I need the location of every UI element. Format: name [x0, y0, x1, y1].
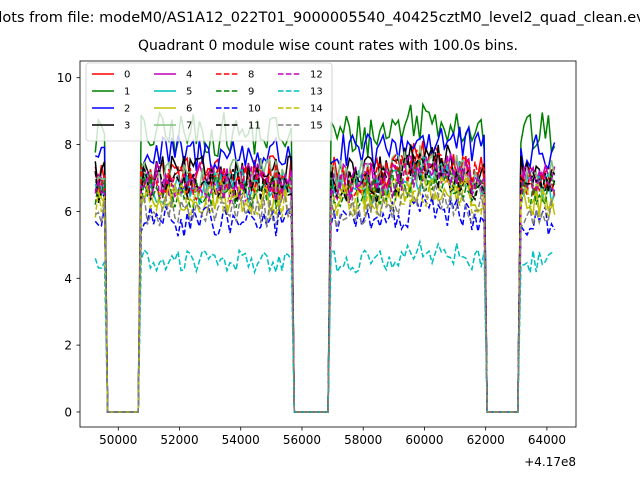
legend-label-8: 8 [248, 70, 254, 81]
x-tick-label: 52000 [160, 433, 198, 447]
legend-label-3: 3 [124, 121, 130, 132]
series-line-15 [94, 183, 556, 413]
axes: 50000 52000 54000 56000 58000 60000 62000 64000… [57, 60, 577, 447]
legend-label-5: 5 [186, 87, 192, 98]
legend-label-13: 13 [310, 87, 323, 98]
legend-label-11: 11 [248, 121, 261, 132]
legend-label-0: 0 [124, 70, 130, 81]
legend-label-7: 7 [186, 121, 192, 132]
legend-label-14: 14 [310, 104, 323, 115]
figure-suptitle: Plots from file: modeM0/AS1A12_022T01_90… [0, 10, 640, 26]
x-tick-label: 62000 [467, 433, 505, 447]
legend-label-12: 12 [310, 70, 323, 81]
plot-area [94, 101, 556, 413]
x-tick-label: 50000 [99, 433, 137, 447]
axes-frame [79, 60, 577, 428]
legend-label-1: 1 [124, 87, 130, 98]
y-tick-label: 8 [64, 138, 72, 152]
y-tick-label: 0 [64, 405, 72, 419]
legend-label-2: 2 [124, 104, 130, 115]
x-tick-label: 56000 [283, 433, 321, 447]
legend-box [85, 62, 333, 142]
y-tick-label: 6 [64, 205, 72, 219]
x-tick-label: 64000 [528, 433, 566, 447]
chart-title: Quadrant 0 module wise count rates with … [138, 38, 518, 54]
legend-label-6: 6 [186, 104, 192, 115]
legend-label-10: 10 [248, 104, 261, 115]
x-offset-label: +4.17e8 [524, 455, 576, 469]
x-tick-label: 54000 [222, 433, 260, 447]
y-tick-label: 2 [64, 339, 72, 353]
legend-label-9: 9 [248, 87, 254, 98]
x-tick-label: 60000 [405, 433, 443, 447]
legend-label-4: 4 [186, 70, 192, 81]
y-tick-label: 4 [64, 272, 72, 286]
legend-label-15: 15 [310, 121, 323, 132]
y-tick-label: 10 [57, 71, 72, 85]
x-tick-label: 58000 [344, 433, 382, 447]
